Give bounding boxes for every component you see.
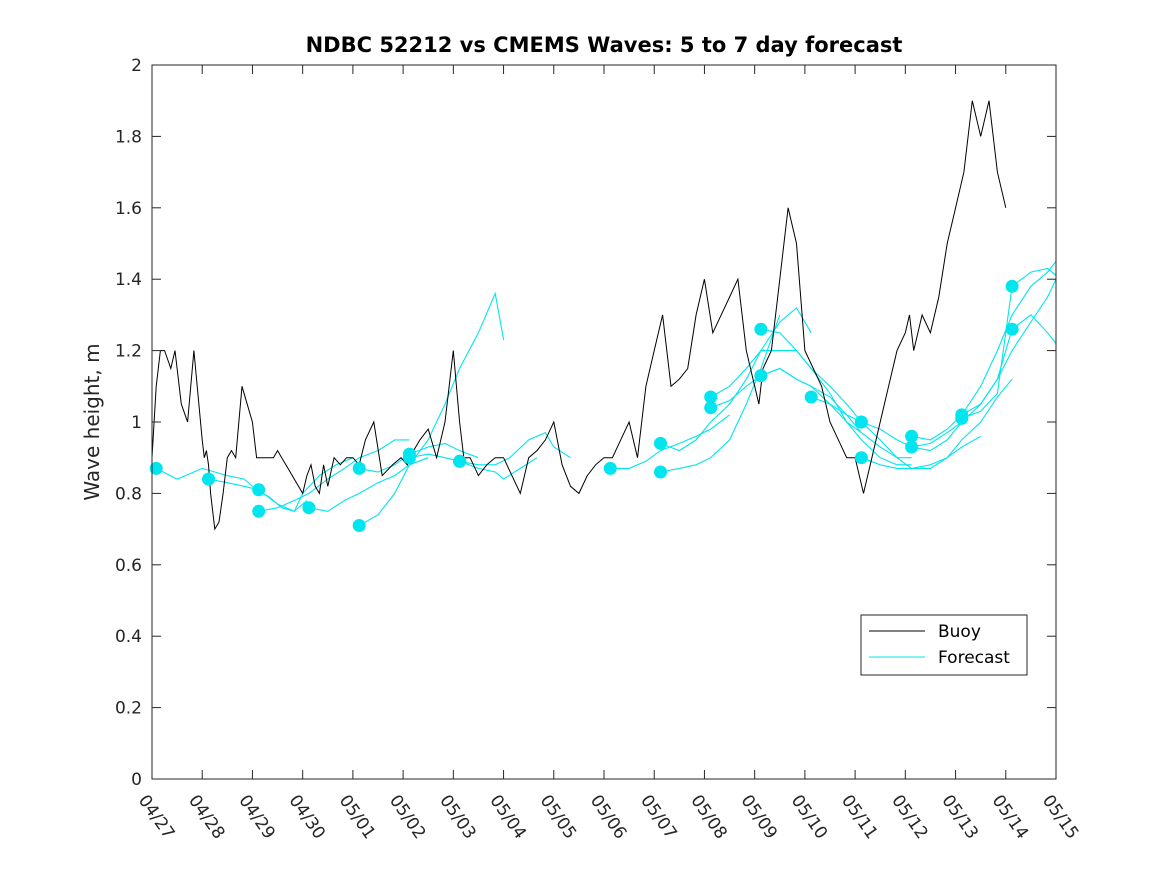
forecast-marker-6 bbox=[352, 461, 366, 475]
forecast-marker-27 bbox=[1005, 322, 1019, 336]
forecast-line-19 bbox=[911, 261, 1057, 441]
y-tick-label: 1.8 bbox=[115, 127, 142, 147]
forecast-marker-12 bbox=[603, 461, 617, 475]
chart-title: NDBC 52212 vs CMEMS Waves: 5 to 7 day fo… bbox=[306, 33, 903, 57]
y-tick-label: 0.2 bbox=[115, 699, 142, 719]
legend-box bbox=[860, 614, 1028, 676]
forecast-line-4 bbox=[308, 457, 429, 512]
forecast-marker-7 bbox=[352, 519, 366, 532]
legend: Buoy Forecast bbox=[860, 614, 1028, 676]
forecast-line-14 bbox=[760, 328, 912, 466]
forecast-marker-17 bbox=[754, 322, 768, 336]
forecast-line-12 bbox=[710, 350, 862, 423]
forecast-marker-9 bbox=[402, 451, 416, 465]
y-axis-label: Wave height, m bbox=[80, 343, 104, 500]
forecast-marker-21 bbox=[854, 451, 868, 465]
forecast-marker-18 bbox=[754, 369, 768, 383]
forecast-marker-19 bbox=[804, 390, 818, 404]
plot-marks bbox=[149, 100, 1057, 532]
forecast-line-15 bbox=[760, 367, 912, 459]
y-tick-label: 2 bbox=[131, 56, 142, 76]
forecast-line-18 bbox=[861, 435, 981, 469]
forecast-marker-25 bbox=[955, 411, 969, 425]
forecast-marker-13 bbox=[654, 436, 667, 450]
legend-forecast-label: Forecast bbox=[938, 648, 1010, 668]
forecast-line-7 bbox=[409, 453, 538, 480]
forecast-marker-16 bbox=[704, 401, 718, 415]
y-tick-label: 1.6 bbox=[115, 199, 142, 219]
forecast-line-16 bbox=[811, 396, 963, 452]
y-tick-label: 0 bbox=[131, 770, 142, 790]
y-tick-label: 0.6 bbox=[115, 556, 142, 576]
y-tick-label: 1 bbox=[131, 413, 142, 433]
forecast-marker-5 bbox=[302, 501, 316, 515]
forecast-line-2 bbox=[208, 457, 354, 513]
forecast-marker-1 bbox=[149, 461, 163, 475]
forecast-marker-11 bbox=[453, 454, 467, 468]
forecast-marker-26 bbox=[1005, 279, 1019, 293]
forecast-marker-23 bbox=[905, 440, 919, 454]
forecast-line-17 bbox=[861, 378, 1013, 469]
forecast-marker-14 bbox=[654, 465, 667, 479]
y-tick-label: 1.2 bbox=[115, 342, 142, 362]
buoy-line bbox=[151, 100, 1007, 531]
forecast-line-8 bbox=[459, 432, 571, 466]
forecast-line-5 bbox=[358, 291, 505, 526]
forecast-marker-3 bbox=[252, 483, 266, 497]
forecast-marker-4 bbox=[252, 504, 266, 518]
forecast-marker-22 bbox=[905, 429, 919, 443]
forecast-marker-2 bbox=[202, 472, 215, 486]
forecast-marker-20 bbox=[854, 415, 868, 429]
forecast-line-1 bbox=[155, 467, 308, 512]
legend-buoy-label: Buoy bbox=[938, 622, 981, 642]
forecast-line-10 bbox=[660, 306, 812, 452]
y-tick-label: 0.8 bbox=[115, 484, 142, 504]
y-tick-label: 1.4 bbox=[115, 270, 142, 290]
forecast-line-6 bbox=[359, 442, 479, 473]
forecast-line-3 bbox=[258, 439, 410, 512]
forecast-marker-15 bbox=[704, 390, 718, 404]
y-tick-label: 0.4 bbox=[115, 627, 142, 647]
